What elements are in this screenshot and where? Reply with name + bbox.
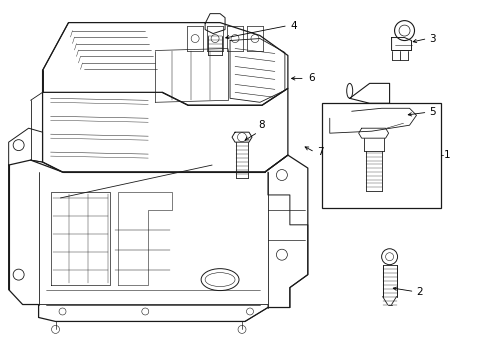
Text: 7: 7 (317, 147, 323, 157)
Text: 2: 2 (416, 287, 423, 297)
Text: 6: 6 (308, 73, 315, 84)
Text: 5: 5 (429, 107, 436, 117)
Bar (322, 103, 441, 208)
Text: 4: 4 (291, 21, 297, 31)
Text: 3: 3 (429, 33, 436, 44)
Text: 1: 1 (443, 150, 450, 160)
Text: 8: 8 (258, 120, 265, 130)
